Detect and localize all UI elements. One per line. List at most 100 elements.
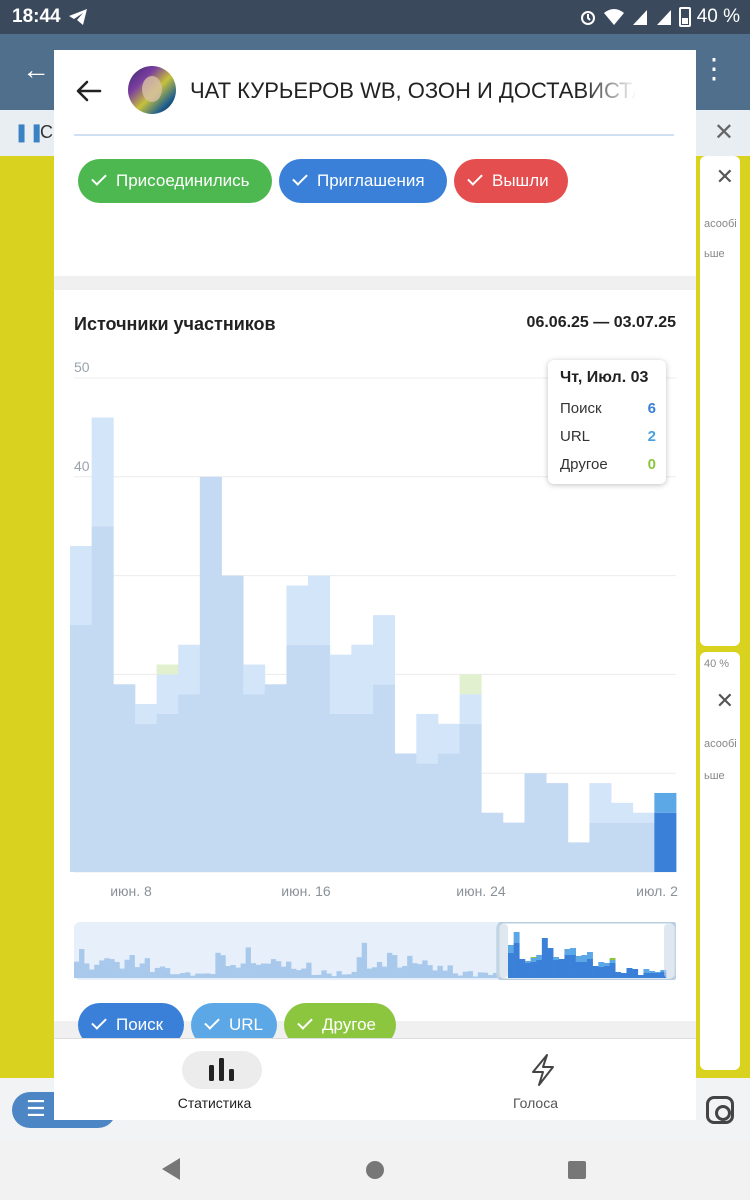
navigator-bar xyxy=(487,975,494,978)
navigator-bar xyxy=(180,973,186,978)
navigator-selected-bar xyxy=(632,969,639,978)
tab-statistics[interactable]: Статистика xyxy=(54,1039,375,1120)
bar-Поиск xyxy=(351,713,374,872)
tooltip-label: URL xyxy=(560,428,591,445)
tooltip-row-other: Другое 0 xyxy=(560,456,656,473)
tooltip-row-url: URL 2 xyxy=(560,428,656,445)
nav-home-button[interactable] xyxy=(366,1161,384,1179)
background-menu-icon: ⋮ xyxy=(700,53,728,84)
bar-URL xyxy=(373,615,396,685)
navigator-selected-bar xyxy=(587,959,593,978)
navigator-bar xyxy=(129,955,135,978)
bar-URL xyxy=(286,585,309,645)
bar-Поиск xyxy=(70,625,93,872)
navigator-selected-bar xyxy=(570,955,577,978)
bar-Поиск xyxy=(567,842,590,872)
navigator-bar xyxy=(311,975,317,978)
bar-URL xyxy=(654,792,677,813)
bar-URL xyxy=(156,674,179,714)
navigator-bar xyxy=(89,969,95,978)
navigator-selected-bar xyxy=(508,953,514,978)
navigator-bar xyxy=(200,973,206,978)
toggle-invites[interactable]: Приглашения xyxy=(279,159,447,203)
check-icon xyxy=(292,170,308,186)
toggle-invites-label: Приглашения xyxy=(317,171,425,190)
navigator-bar xyxy=(139,963,145,978)
navigator-bar xyxy=(301,968,307,978)
status-bar: 18:44 40 % xyxy=(0,0,750,34)
navigator-selected-bar xyxy=(530,958,537,962)
navigator-selected-bar xyxy=(536,955,543,960)
navigator-bar xyxy=(235,967,241,978)
chat-avatar xyxy=(128,66,176,114)
telegram-icon xyxy=(69,9,87,25)
bar-Поиск xyxy=(632,822,655,872)
navigator-bar xyxy=(442,970,448,978)
navigator-bar xyxy=(376,961,383,978)
toggle-search-label: Поиск xyxy=(116,1015,164,1034)
tooltip-date: Чт, Июл. 03 xyxy=(560,369,649,386)
toggle-left[interactable]: Вышли xyxy=(454,159,568,203)
navigator-bar xyxy=(351,971,357,978)
nav-recents-button[interactable] xyxy=(568,1161,586,1179)
navigator-selected-bar xyxy=(575,956,582,962)
navigator-bar xyxy=(94,964,100,978)
bar-Поиск xyxy=(524,773,547,872)
navigator-selected-bar xyxy=(643,973,650,978)
navigator-selected-bar xyxy=(530,957,537,958)
signal-4g-icon xyxy=(632,10,647,25)
bar-Поиск xyxy=(654,812,677,872)
bar-Поиск xyxy=(481,812,504,872)
bar-URL xyxy=(329,654,352,714)
navigator-selected-bar xyxy=(660,970,667,972)
navigator-selected-bar xyxy=(654,972,661,973)
lightning-icon xyxy=(532,1054,554,1086)
navigator-selected-bar xyxy=(570,948,577,955)
navigator-bar xyxy=(467,971,474,978)
navigator-bar xyxy=(169,974,176,978)
nav-back-button[interactable] xyxy=(162,1158,180,1180)
bar-URL xyxy=(308,575,331,645)
y-tick-label: 50 xyxy=(74,359,90,375)
navigator-bar xyxy=(74,961,80,978)
navigator-selected-bar xyxy=(649,973,656,978)
navigator-bar xyxy=(230,964,236,978)
background-card-text: ьше xyxy=(704,248,725,260)
bar-URL xyxy=(178,644,201,695)
bar-Поиск xyxy=(416,763,439,872)
navigator-selected-bar xyxy=(609,963,616,978)
navigator-bar xyxy=(185,972,191,978)
navigator-selected-bar xyxy=(660,972,667,978)
bar-Поиск xyxy=(221,575,244,872)
navigator-bar xyxy=(341,974,347,978)
tab-votes[interactable]: Голоса xyxy=(375,1039,696,1120)
navigator-selected-bar xyxy=(603,963,610,966)
navigator-selected-bar xyxy=(598,962,605,967)
chart-range-navigator[interactable] xyxy=(74,922,676,980)
x-tick-label: июл. 2 xyxy=(636,883,678,899)
navigator-bar xyxy=(432,970,438,978)
background-card-text: асообі xyxy=(704,218,737,230)
toggle-other-label: Другое xyxy=(322,1015,377,1034)
tab-votes-label: Голоса xyxy=(512,1095,559,1111)
back-arrow-icon[interactable] xyxy=(72,74,106,108)
navigator-selected-bar xyxy=(654,973,661,978)
camera-icon xyxy=(706,1096,734,1124)
navigator-bar xyxy=(270,959,277,978)
bar-Поиск xyxy=(611,822,634,872)
members-chart-section: Присоединились Приглашения Вышли xyxy=(54,130,696,276)
navigator-bar xyxy=(331,976,337,978)
system-nav-bar xyxy=(0,1140,750,1200)
bar-URL xyxy=(611,802,634,823)
bar-Поиск xyxy=(91,526,114,872)
background-card-text: ьше xyxy=(704,770,725,782)
navigator-selected-bar xyxy=(547,948,554,978)
navigator-bar xyxy=(371,967,378,978)
navigator-selected-bar xyxy=(524,961,531,963)
navigator-bar xyxy=(124,959,130,978)
toggle-joined[interactable]: Присоединились xyxy=(78,159,272,203)
background-pinned-text: С xyxy=(40,122,53,142)
background-card-close-icon: ✕ xyxy=(715,688,734,713)
x-tick-label: июн. 16 xyxy=(281,883,331,899)
